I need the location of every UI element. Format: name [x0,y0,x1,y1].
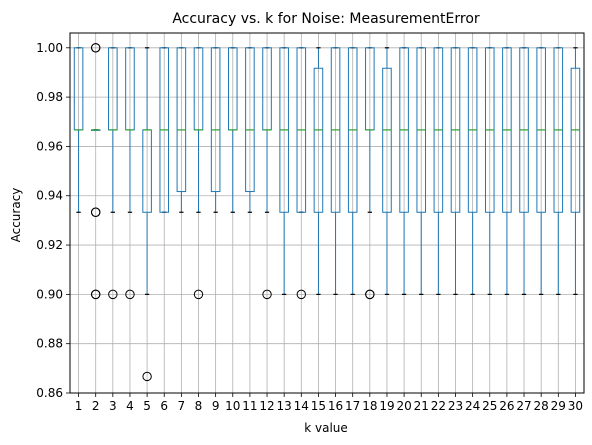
x-tick-label: 28 [534,399,549,413]
box-body [245,47,255,193]
y-tick-label: 0.92 [36,238,63,252]
x-tick-label: 18 [362,399,377,413]
outlier-point [262,289,272,300]
x-tick-label: 12 [259,399,274,413]
box-body [570,67,581,213]
x-tick-label: 20 [396,399,411,413]
outlier-point [125,289,135,300]
x-tick-label: 11 [242,399,257,413]
outlier-point [108,289,118,300]
outlier-point [193,289,204,300]
x-tick-label: 30 [568,399,583,413]
box-body [210,47,221,193]
x-tick-label: 23 [448,399,463,413]
x-tick-label: 24 [465,399,480,413]
x-tick-label: 1 [75,399,83,413]
outlier-point [91,207,101,217]
x-tick-label: 15 [311,399,326,413]
plot-frame [69,32,585,394]
x-tick-label: 7 [178,399,186,413]
box-body [382,67,392,213]
chart-title: Accuracy vs. k for Noise: MeasurementErr… [172,11,480,27]
plot-area: 0.860.880.900.920.940.960.981.001 2 3 4 5 6 7 8… [36,32,585,413]
x-tick-label: 19 [379,399,394,413]
x-tick-label: 22 [431,399,446,413]
x-tick-label: 25 [482,399,497,413]
outlier-point [296,289,306,300]
y-axis-label: Accuracy [9,188,23,243]
x-tick-label: 17 [345,399,360,413]
y-tick-label: 0.94 [36,189,63,203]
x-tick-label: 13 [277,399,292,413]
x-tick-label: 14 [294,399,309,413]
x-tick-label: 10 [225,399,240,413]
y-tick-label: 0.88 [36,337,63,351]
x-tick-label: 27 [516,399,531,413]
y-tick-label: 0.98 [36,90,63,104]
x-tick-label: 21 [414,399,429,413]
x-tick-label: 4 [126,399,134,413]
x-tick-label: 2 [92,399,100,413]
x-tick-label: 3 [109,399,117,413]
x-tick-label: 8 [195,399,203,413]
box-body [313,67,324,213]
y-tick-label: 0.90 [36,287,63,301]
outlier-point [91,43,101,53]
x-tick-label: 9 [212,399,220,413]
x-tick-label: 5 [143,399,151,413]
outlier-point [365,289,375,300]
x-tick-label: 16 [328,399,343,413]
y-tick-label: 0.96 [36,139,63,153]
x-tick-label: 26 [499,399,514,413]
y-tick-label: 1.00 [36,41,63,55]
x-tick-label: 29 [551,399,566,413]
outlier-point [91,289,101,300]
x-tick-label: 6 [160,399,168,413]
y-tick-label: 0.86 [36,386,63,400]
outlier-point [142,371,152,382]
box-body [176,47,187,193]
x-axis-label: k value [304,421,348,435]
